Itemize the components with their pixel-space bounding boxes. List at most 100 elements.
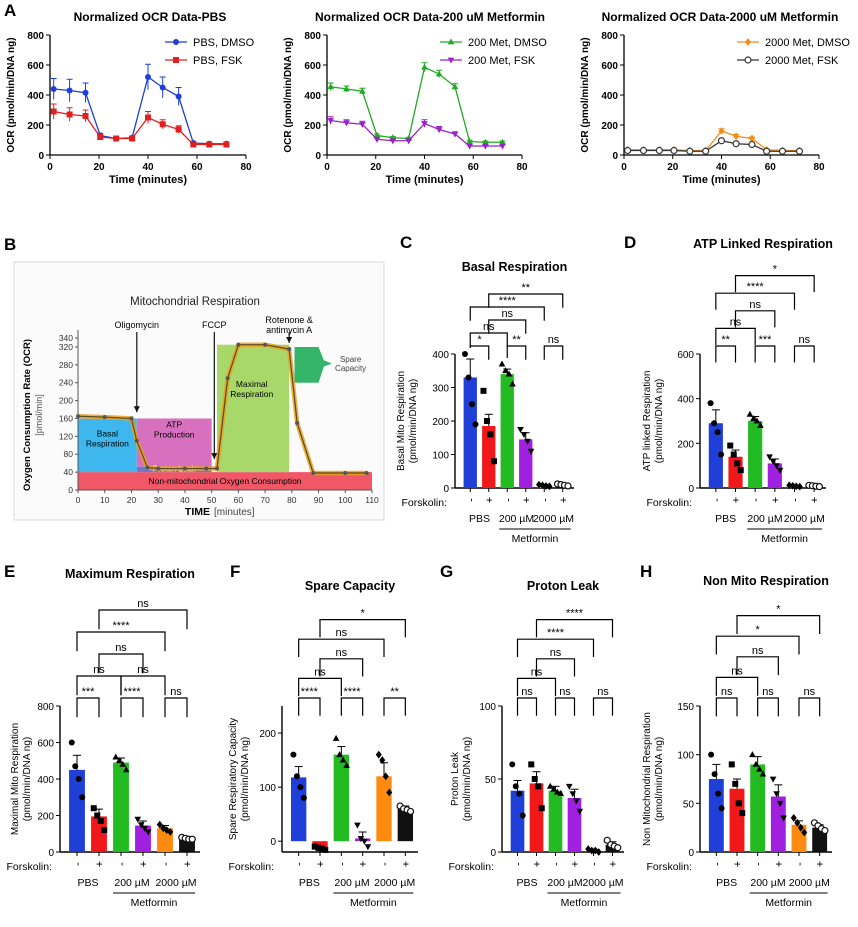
- diagram-x-tick-label: 100: [338, 495, 352, 505]
- injection-arrow-head: [286, 336, 293, 343]
- series-line: [53, 110, 227, 146]
- data-point: [512, 783, 519, 790]
- data-point: [519, 812, 526, 819]
- diagram-y-tick-label: 0: [68, 485, 73, 495]
- data-point: [82, 89, 89, 96]
- data-point: [82, 113, 89, 119]
- data-point: [773, 791, 780, 798]
- y-tick-label: 0: [688, 484, 694, 495]
- data-point: [134, 816, 142, 823]
- diagram-y-tick-label: 200: [59, 396, 73, 406]
- line-chart-1: Normalized OCR Data-PBS 0 200 400 600 800 0 20 4…: [6, 10, 255, 186]
- data-point: [482, 138, 489, 145]
- data-point: [190, 141, 197, 148]
- trace-point: [343, 471, 348, 476]
- metformin-label: Metformin: [561, 897, 608, 909]
- y-axis-unit: (pmol/min/DNA ng): [240, 737, 251, 821]
- data-point: [686, 147, 694, 155]
- panel-letter-E: E: [4, 562, 15, 581]
- significance-bracket: [120, 675, 166, 696]
- legend-marker: [173, 39, 179, 45]
- y-tick-label: 100: [259, 783, 276, 794]
- data-point: [766, 454, 773, 461]
- data-point: [435, 127, 443, 134]
- data-point: [122, 766, 130, 773]
- y-tick-label: 600: [27, 61, 44, 72]
- x-axis-label: Time (minutes): [682, 174, 760, 186]
- significance-label: *: [776, 604, 781, 616]
- y-tick-label: 600: [304, 61, 321, 72]
- y-tick-label: 100: [479, 702, 496, 713]
- chart-title: Normalized OCR Data-2000 uM Metformin: [602, 10, 839, 24]
- significance-bracket: [383, 697, 406, 716]
- data-point: [718, 127, 725, 135]
- bar: [312, 841, 328, 848]
- significance-bracket: [734, 310, 776, 328]
- diagram-x-tick-label: 10: [100, 495, 110, 505]
- y-tick-label: 800: [304, 31, 321, 42]
- group-label-pbs: PBS: [469, 513, 490, 525]
- x-tick-label: 80: [240, 162, 252, 173]
- region-atp: [136, 418, 212, 467]
- legend-label: PBS, FSK: [193, 55, 243, 67]
- y-tick-label: 200: [432, 417, 449, 428]
- data-point: [639, 146, 648, 155]
- diagram-y-tick-label: 80: [64, 449, 74, 459]
- label-basal-2: Respiration: [86, 438, 129, 448]
- data-point: [94, 812, 101, 819]
- significance-bracket: [516, 697, 538, 716]
- bar: [91, 816, 107, 852]
- diagram-x-tick-label: 30: [153, 495, 163, 505]
- y-tick-label: 200: [304, 121, 321, 132]
- data-point: [527, 448, 535, 455]
- data-point: [749, 751, 756, 758]
- significance-label: ns: [137, 598, 149, 610]
- data-point: [141, 825, 149, 832]
- significance-label: *: [361, 608, 366, 620]
- diagram-y-tick-label: 120: [59, 431, 73, 441]
- data-point: [137, 822, 145, 829]
- significance-bracket: [736, 656, 779, 676]
- y-tick-label: 0: [688, 848, 694, 859]
- y-axis-label: Spare Respiratory Capacity: [228, 718, 239, 840]
- y-tick-label: 0: [315, 151, 321, 162]
- significance-label: ns: [721, 686, 733, 698]
- significance-label: **: [512, 334, 521, 346]
- data-point: [528, 761, 535, 768]
- data-point: [821, 826, 829, 835]
- significance-label: ns: [752, 645, 764, 657]
- data-point: [66, 87, 73, 94]
- data-point: [332, 734, 340, 741]
- y-tick-label: 600: [601, 61, 618, 72]
- y-axis-unit: (pmol/min/DNA ng): [462, 737, 473, 821]
- significance-bracket: [488, 293, 564, 308]
- data-point: [300, 794, 307, 801]
- significance-label: ns: [804, 686, 816, 698]
- significance-label: ****: [547, 627, 565, 639]
- x-tick-label: 40: [142, 162, 154, 173]
- data-point: [188, 835, 196, 843]
- chart-title: Proton Leak: [527, 579, 599, 593]
- significance-label: ns: [115, 642, 127, 654]
- data-point: [516, 790, 523, 797]
- data-point: [732, 780, 739, 787]
- bar: [376, 776, 392, 842]
- data-point: [469, 401, 475, 408]
- significance-bracket: [298, 638, 385, 657]
- trace-point: [76, 414, 80, 419]
- group-label-pbs: PBS: [77, 877, 98, 889]
- group-label-2000: 2000 µM: [582, 877, 623, 889]
- significance-bracket: [793, 345, 815, 363]
- bar: [69, 769, 85, 852]
- bar: [708, 423, 723, 488]
- trace-point: [214, 466, 219, 471]
- y-tick-label: 0: [490, 848, 496, 859]
- y-axis-label: Maximal Mito Respiration: [10, 723, 21, 835]
- data-point: [572, 798, 580, 805]
- data-point: [795, 147, 804, 155]
- bar: [748, 421, 763, 488]
- label-spare-1: Spare: [340, 355, 362, 364]
- bar: [567, 797, 582, 852]
- y-tick-label: 400: [37, 775, 54, 786]
- injection-label: Oligomycin: [115, 320, 160, 330]
